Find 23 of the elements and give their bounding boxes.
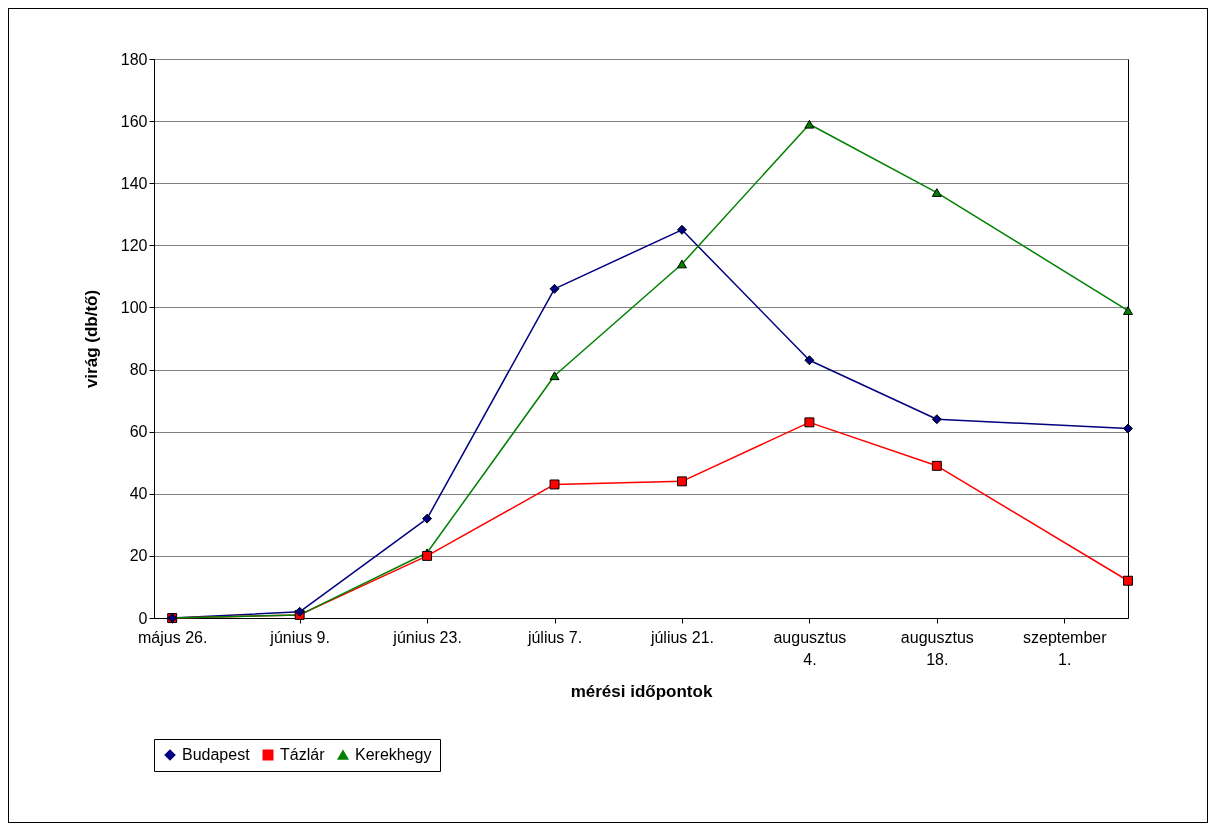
x-tick-label: május 26. xyxy=(138,628,208,646)
y-tick-label: 140 xyxy=(120,174,148,192)
y-tick-label: 40 xyxy=(129,485,148,503)
legend-label: Kerekhegy xyxy=(355,746,432,763)
y-tick-label: 0 xyxy=(138,609,148,627)
y-tick-label: 60 xyxy=(129,423,148,441)
x-tick-label: szeptember 1. xyxy=(1022,628,1108,668)
y-tick-label: 180 xyxy=(120,50,148,68)
y-axis-title: virág (db/tő) xyxy=(81,289,101,389)
y-tick-label: 100 xyxy=(120,298,148,316)
x-axis-title: mérési időpontok xyxy=(570,681,713,701)
x-tick-label: június 23. xyxy=(392,628,462,646)
legend-label: Tázlár xyxy=(280,746,326,763)
x-tick-label: augusztus 4. xyxy=(773,628,847,668)
x-tick-label: július 7. xyxy=(526,628,583,646)
x-tick-label: július 21. xyxy=(649,628,715,646)
x-tick-label: augusztus 18. xyxy=(900,628,974,668)
y-tick-label: 20 xyxy=(129,547,148,565)
legend-label: Budapest xyxy=(182,746,251,763)
x-tick-label: június 9. xyxy=(269,628,330,646)
y-tick-label: 160 xyxy=(120,112,148,130)
y-tick-label: 80 xyxy=(129,361,148,379)
y-tick-label: 120 xyxy=(120,236,148,254)
